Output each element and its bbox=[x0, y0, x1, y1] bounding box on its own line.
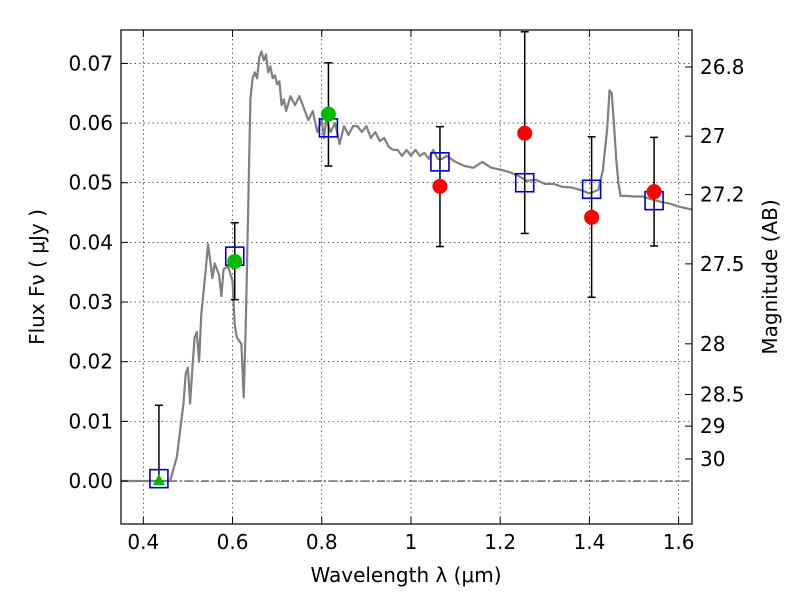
x-tick-label: 0.8 bbox=[306, 530, 338, 554]
model-band-square bbox=[581, 179, 602, 200]
x-axis-title: Wavelength λ (μm) bbox=[310, 563, 501, 587]
model-band-square bbox=[514, 172, 535, 193]
magnitude-tick-label: 30 bbox=[700, 447, 725, 471]
plot-frame bbox=[120, 29, 693, 525]
right-axis-title: Magnitude (AB) bbox=[758, 199, 782, 354]
y-tick-label: 0.00 bbox=[68, 469, 113, 493]
y-tick-label: 0.07 bbox=[68, 51, 113, 75]
magnitude-tick-label: 27.5 bbox=[700, 252, 745, 276]
observed-flux-point bbox=[584, 209, 600, 225]
y-axis-title: Flux Fν ( μJy ) bbox=[25, 209, 49, 345]
x-tick-label: 0.6 bbox=[217, 530, 249, 554]
magnitude-tick-label: 28.5 bbox=[700, 383, 745, 407]
y-tick-label: 0.03 bbox=[68, 290, 113, 314]
magnitude-tick-label: 27.2 bbox=[700, 183, 745, 207]
x-tick-label: 1.4 bbox=[573, 530, 605, 554]
y-tick-label: 0.02 bbox=[68, 350, 113, 374]
x-tick-label: 1.6 bbox=[663, 530, 695, 554]
marker-layer bbox=[149, 106, 664, 489]
y-tick-label: 0.01 bbox=[68, 409, 113, 433]
model-band-square bbox=[149, 468, 169, 489]
observed-flux-point bbox=[227, 253, 243, 269]
y-tick-label: 0.06 bbox=[68, 111, 113, 135]
y-tick-label: 0.05 bbox=[68, 171, 113, 195]
magnitude-tick-label: 27 bbox=[700, 124, 725, 148]
y-tick-label: 0.04 bbox=[68, 230, 113, 254]
tick-layer: 0.4 0.6 0.8 1 1.2 1.4 1.6 0.00 0.01 0.02 0.03 0.04 0… bbox=[68, 30, 745, 554]
magnitude-tick-label: 29 bbox=[700, 414, 725, 438]
x-tick-label: 1 bbox=[405, 530, 418, 554]
observed-flux-point bbox=[432, 178, 448, 194]
observed-upper-limit-triangle bbox=[152, 474, 165, 486]
magnitude-tick-label: 28 bbox=[700, 332, 725, 356]
model-band-square bbox=[430, 152, 450, 172]
observed-flux-point bbox=[646, 184, 662, 200]
observed-flux-point bbox=[517, 125, 533, 141]
x-tick-label: 1.2 bbox=[484, 530, 516, 554]
magnitude-tick-label: 26.8 bbox=[700, 55, 745, 79]
x-tick-label: 0.4 bbox=[127, 530, 159, 554]
observed-flux-point bbox=[320, 106, 336, 122]
